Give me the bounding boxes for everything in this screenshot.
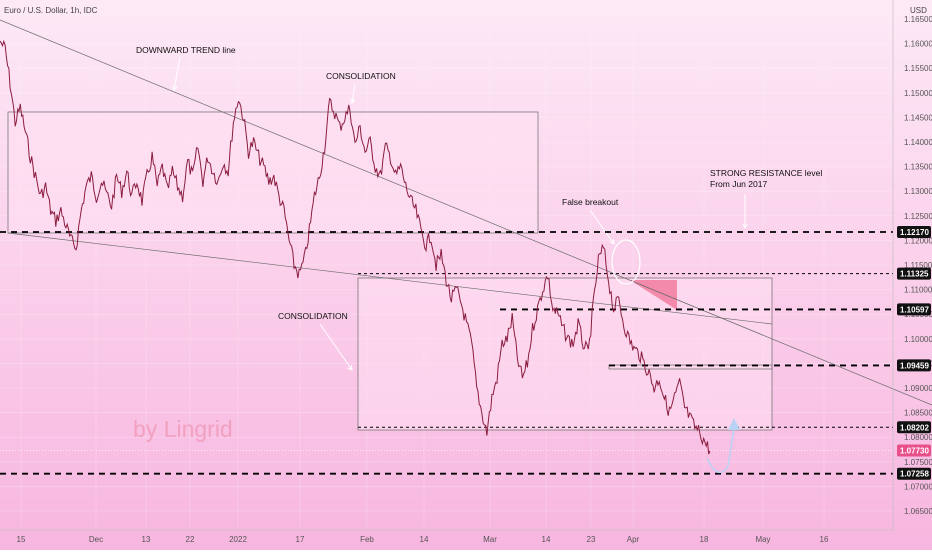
price-level-tag xyxy=(897,421,931,434)
y-tick-label: 1.12500 xyxy=(904,212,932,221)
annotation-downward-trend: DOWNWARD TREND line xyxy=(136,45,236,55)
y-tick-label: 1.12000 xyxy=(904,236,932,245)
price-level-label: 1.08202 xyxy=(900,423,929,432)
y-tick-label: 1.10000 xyxy=(904,335,932,344)
price-level-label: 1.07258 xyxy=(900,470,929,479)
y-tick-label: 1.11000 xyxy=(904,286,932,295)
y-tick-label: 1.15500 xyxy=(904,64,932,73)
annotation-false-breakout: False breakout xyxy=(562,197,619,207)
x-tick-label: 14 xyxy=(542,535,551,544)
x-tick-label: 16 xyxy=(820,535,829,544)
price-level-label: 1.10597 xyxy=(900,305,929,314)
x-tick-label: 23 xyxy=(587,535,596,544)
arrow-consolidation-top-head xyxy=(349,98,356,105)
annotation-consolidation-bottom: CONSOLIDATION xyxy=(278,311,348,321)
shape-layer xyxy=(0,19,932,431)
x-tick-label: Feb xyxy=(360,535,374,544)
x-tick-label: Dec xyxy=(89,535,103,544)
arrow-consolidation-top xyxy=(351,83,356,104)
price-level-label: 1.11325 xyxy=(900,270,929,279)
y-tick-label: 1.08000 xyxy=(904,433,932,442)
y-tick-label: 1.06500 xyxy=(904,507,932,516)
y-tick-label: 1.16500 xyxy=(904,15,932,24)
false-breakout-zone xyxy=(630,280,677,310)
false-breakout-circle xyxy=(611,239,641,285)
label-layer: 1.12170 1.11325 1.10597 1.09459 1.08202 1.077… xyxy=(897,226,931,480)
projection-arrow xyxy=(706,427,735,474)
y-tick-label: 1.14500 xyxy=(904,113,932,122)
annotation-consolidation-top: CONSOLIDATION xyxy=(326,71,396,81)
price-level-tag xyxy=(897,467,931,480)
x-tick-label: Apr xyxy=(627,535,640,544)
price-level-label: 1.07730 xyxy=(900,446,929,455)
y-tick-label: 1.07000 xyxy=(904,482,932,491)
watermark: by Lingrid xyxy=(133,416,233,442)
x-tick-label: 18 xyxy=(700,535,709,544)
y-tick-label: 1.16000 xyxy=(904,40,932,49)
y-tick-label: 1.13000 xyxy=(904,187,932,196)
y-tick-label: 1.15000 xyxy=(904,89,932,98)
x-tick-label: Mar xyxy=(483,535,497,544)
arrow-false-breakout-head xyxy=(609,238,615,245)
price-level-tag xyxy=(897,303,931,316)
consolidation-box-top xyxy=(7,111,539,234)
x-tick-label: 17 xyxy=(296,535,305,544)
x-tick-label: 22 xyxy=(186,535,195,544)
arrow-downward-trend-head xyxy=(171,85,178,92)
x-tick-label: 2022 xyxy=(229,535,247,544)
price-level-tag xyxy=(897,267,931,280)
x-tick-label: 15 xyxy=(17,535,26,544)
price-level-tag xyxy=(897,226,931,239)
level-layer xyxy=(0,231,893,475)
y-tick-label: 1.14000 xyxy=(904,138,932,147)
y-tick-label: 1.11500 xyxy=(904,261,932,270)
y-tick-label: 1.07500 xyxy=(904,458,932,467)
price-layer xyxy=(0,39,740,474)
x-tick-label: 13 xyxy=(142,535,151,544)
y-tick-label: 1.08500 xyxy=(904,409,932,418)
price-series-line xyxy=(0,39,711,455)
price-level-tag xyxy=(897,444,931,457)
chart-title: Euro / U.S. Dollar, 1h, IDC xyxy=(4,6,98,15)
downward-trend-line xyxy=(0,19,932,406)
price-level-tag xyxy=(897,359,931,372)
projection-arrow-head xyxy=(728,418,740,430)
y-tick-label: 1.13500 xyxy=(904,163,932,172)
price-level-label: 1.12170 xyxy=(900,228,929,237)
arrow-downward-trend xyxy=(173,56,181,91)
consolidation-box-bottom xyxy=(357,277,773,431)
y-tick-label: 1.09000 xyxy=(904,384,932,393)
price-level-label: 1.09459 xyxy=(900,361,929,370)
x-tick-label: May xyxy=(755,535,770,544)
annotation-strong-resistance: STRONG RESISTANCE level xyxy=(710,168,822,178)
x-tick-label: 14 xyxy=(420,535,429,544)
arrow-false-breakout xyxy=(589,209,615,245)
annotation-from-jun-2017: From Jun 2017 xyxy=(710,179,767,189)
arrow-strong-resistance-head xyxy=(742,223,748,230)
currency-label: USD xyxy=(910,6,927,15)
arrow-consolidation-bottom-head xyxy=(347,364,353,371)
arrow-consolidation-bottom xyxy=(319,323,353,371)
